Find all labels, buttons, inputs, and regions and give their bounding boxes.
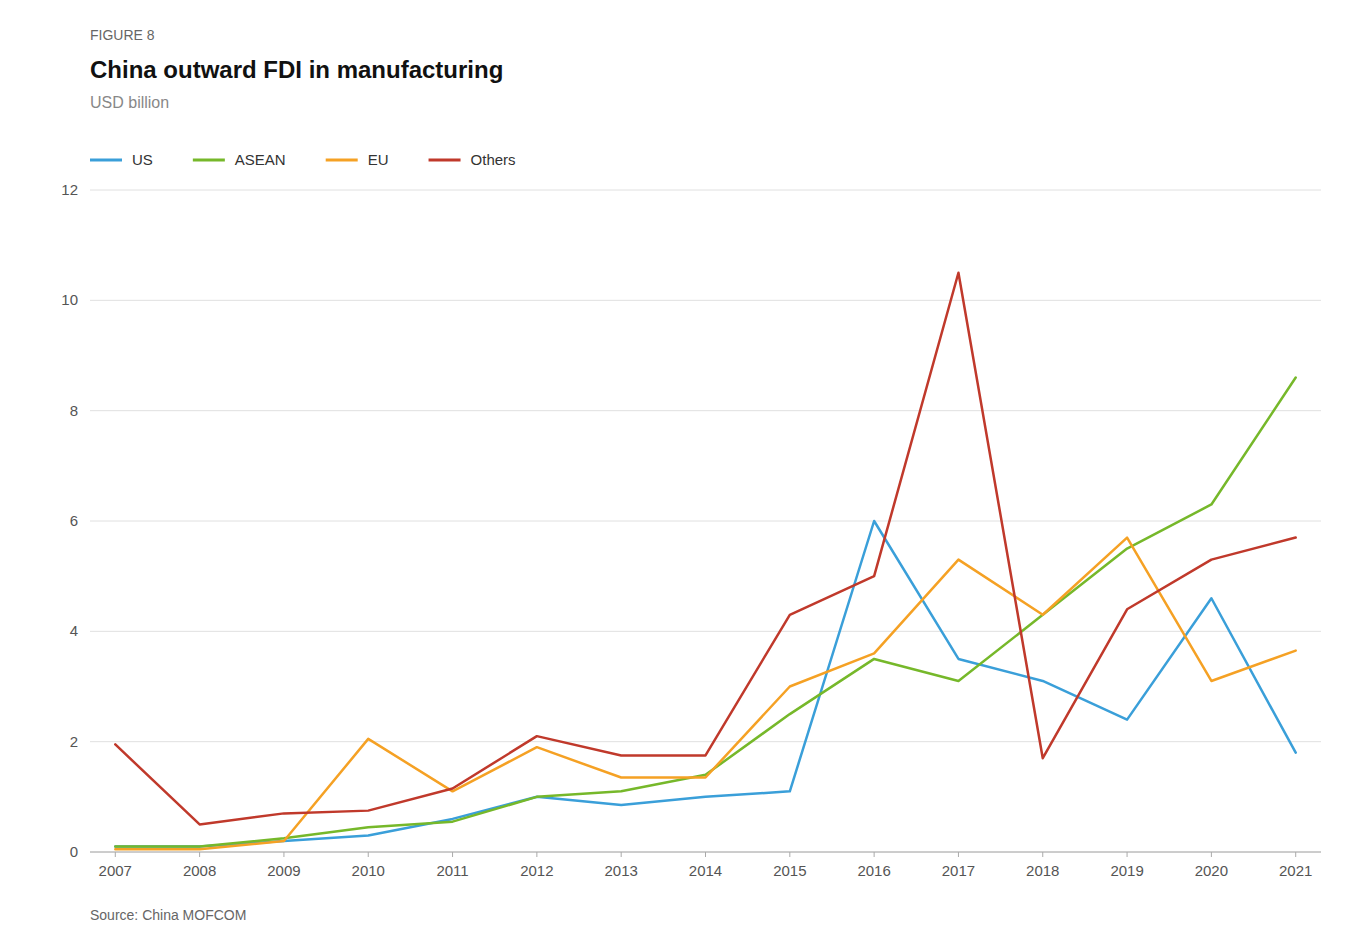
y-tick-label: 10 <box>61 291 78 308</box>
grid-line <box>90 521 1321 522</box>
x-tick <box>1042 852 1043 857</box>
y-tick-label: 4 <box>70 622 78 639</box>
y-tick-label: 0 <box>70 843 78 860</box>
x-tick <box>115 852 116 857</box>
legend-item: ASEAN <box>193 151 286 168</box>
x-tick <box>958 852 959 857</box>
x-tick <box>874 852 875 857</box>
legend-item: EU <box>326 151 389 168</box>
legend-label: EU <box>368 151 389 168</box>
grid-line <box>90 300 1321 301</box>
title: China outward FDI in manufacturing <box>90 56 503 83</box>
x-tick-label: 2008 <box>183 862 216 879</box>
y-tick-label: 6 <box>70 512 78 529</box>
y-tick-label: 12 <box>61 181 78 198</box>
legend-swatch <box>90 159 122 162</box>
x-tick <box>621 852 622 857</box>
x-tick <box>536 852 537 857</box>
x-tick-label: 2012 <box>520 862 553 879</box>
x-tick-label: 2011 <box>436 862 468 879</box>
x-tick-label: 2016 <box>857 862 890 879</box>
legend-label: ASEAN <box>235 151 286 168</box>
legend-item: US <box>90 151 153 168</box>
series-line <box>115 538 1295 850</box>
x-tick <box>1295 852 1296 857</box>
x-tick-label: 2007 <box>99 862 132 879</box>
series-line <box>115 273 1295 825</box>
x-tick <box>789 852 790 857</box>
y-tick-label: 8 <box>70 402 78 419</box>
legend-label: US <box>132 151 153 168</box>
grid-line <box>90 410 1321 411</box>
x-tick <box>1211 852 1212 857</box>
source: Source: China MOFCOM <box>90 907 246 923</box>
x-tick-label: 2009 <box>267 862 300 879</box>
x-tick-label: 2018 <box>1026 862 1059 879</box>
x-tick <box>199 852 200 857</box>
grid-line <box>90 190 1321 191</box>
x-tick-label: 2020 <box>1195 862 1228 879</box>
grid-line <box>90 631 1321 632</box>
series-line <box>115 521 1295 846</box>
legend-swatch <box>326 159 358 162</box>
x-tick-label: 2015 <box>773 862 806 879</box>
x-tick-label: 2013 <box>604 862 637 879</box>
legend-swatch <box>429 159 461 162</box>
legend-swatch <box>193 159 225 162</box>
x-tick-label: 2021 <box>1279 862 1312 879</box>
x-tick <box>1127 852 1128 857</box>
x-tick <box>283 852 284 857</box>
subtitle: USD billion <box>90 94 169 111</box>
grid-line <box>90 741 1321 742</box>
lines <box>115 273 1295 849</box>
x-tick-label: 2014 <box>689 862 722 879</box>
legend-label: Others <box>471 151 516 168</box>
legend: US ASEAN EU Others <box>90 151 516 168</box>
legend-item: Others <box>429 151 516 168</box>
grid <box>90 190 1321 852</box>
figure-label: FIGURE 8 <box>90 27 155 43</box>
x-tick-label: 2017 <box>942 862 975 879</box>
y-tick-label: 2 <box>70 733 78 750</box>
x-tick-label: 2019 <box>1110 862 1143 879</box>
x-tick <box>705 852 706 857</box>
chart: FIGURE 8 China outward FDI in manufacturi… <box>0 0 1361 942</box>
x-tick <box>368 852 369 857</box>
x-tick <box>452 852 453 857</box>
x-tick-label: 2010 <box>352 862 385 879</box>
